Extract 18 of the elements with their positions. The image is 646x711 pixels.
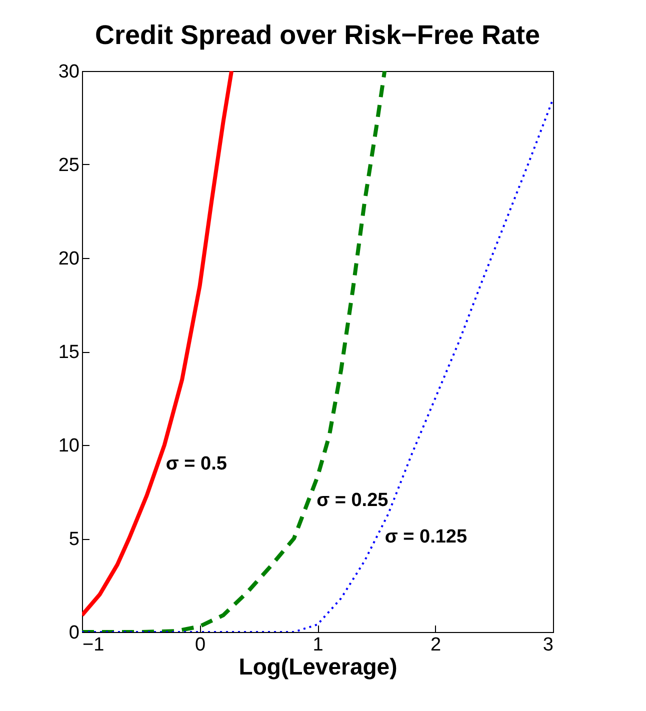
y-tick-label: 10 (58, 436, 80, 456)
y-tick-label: 5 (68, 529, 80, 550)
line-series (82, 71, 234, 618)
x-tick-label: −1 (82, 634, 104, 656)
series-label: σ = 0.25 (316, 490, 389, 512)
x-tick-label: 1 (312, 634, 324, 656)
line-series (82, 71, 387, 632)
x-tick-label: 2 (430, 634, 442, 656)
y-tick-label: 30 (58, 62, 80, 82)
x-tick-label: 3 (542, 634, 554, 656)
y-tick-label: 20 (58, 248, 80, 270)
x-tick-label: 0 (194, 634, 206, 656)
y-tick-label: 25 (58, 155, 80, 176)
series-label: σ = 0.5 (166, 454, 228, 475)
series-label: σ = 0.125 (384, 526, 468, 548)
x-axis-title: Log(Leverage) (238, 654, 398, 680)
chart-title: Credit Spread over Risk−Free Rate (95, 20, 540, 50)
y-tick-label: 15 (58, 342, 80, 363)
